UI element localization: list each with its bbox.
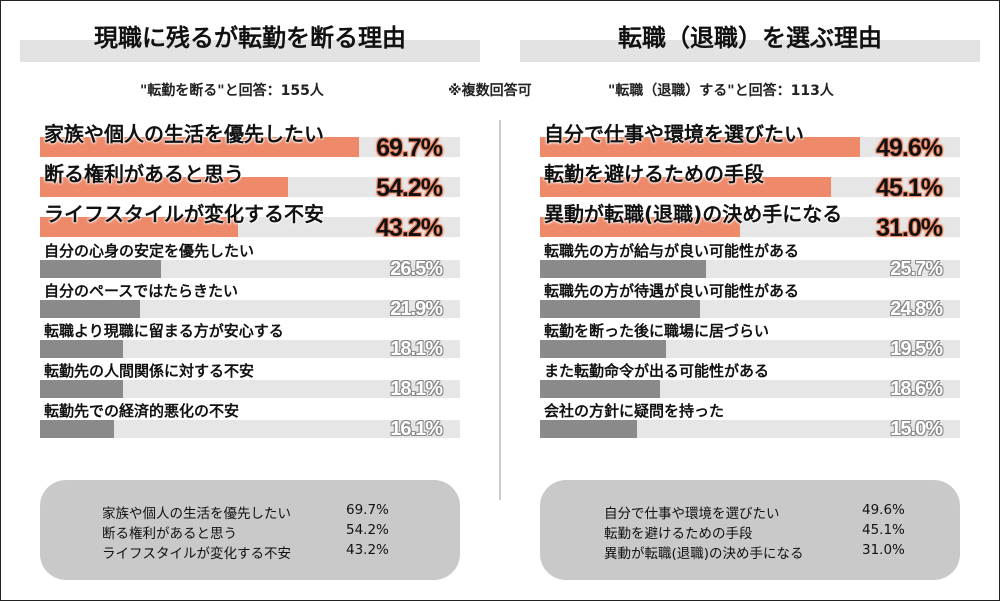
category-label: 転職先の方が待遇が良い可能性がある [544, 282, 800, 300]
bar-track [40, 300, 460, 318]
bar [40, 137, 360, 157]
bar [540, 260, 706, 278]
bar [540, 300, 700, 318]
category-label: 自分のペースではたらきたい [44, 282, 238, 300]
bar-track [40, 420, 460, 438]
right-subtitle: "転職（退職）する"と回答：113人 [608, 83, 834, 99]
bar [540, 380, 660, 398]
bar-row: 転勤先の人間関係に対する不安 18.1% [40, 360, 460, 400]
right-summary-box: 自分で仕事や環境を選びたい 49.6% 転勤を避けるための手段 45.1% 異動… [540, 480, 960, 580]
summary-value: 31.0% [862, 542, 905, 558]
value-label: 69.7% [376, 134, 443, 162]
summary-label: 自分で仕事や環境を選びたい [604, 506, 780, 522]
bar-row: 自分で仕事や環境を選びたい 49.6% [540, 118, 960, 162]
left-chart-title: 現職に残るが転勤を断る理由 [94, 24, 406, 52]
bar-track [40, 340, 460, 358]
bar-row: 自分のペースではたらきたい 21.9% [40, 280, 460, 320]
summary-label: 転勤を避けるための手段 [604, 526, 753, 542]
category-label: 自分の心身の安定を優先したい [44, 242, 255, 260]
category-label: 断る権利があると思う [44, 162, 244, 186]
summary-label: 断る権利があると思う [102, 526, 237, 542]
bar [40, 177, 289, 197]
multiple-answer-note: ※複数回答可 [448, 83, 532, 99]
bar [540, 340, 666, 358]
category-label: 家族や個人の生活を優先したい [44, 122, 324, 146]
category-label: 転勤を避けるための手段 [544, 162, 764, 186]
bar [40, 300, 141, 318]
bar-row: ライフスタイルが変化する不安 43.2% [40, 198, 460, 242]
value-label: 18.6% [890, 378, 943, 400]
bar-row: 断る権利があると思う 54.2% [40, 158, 460, 202]
category-label: 異動が転職(退職)の決め手になる [544, 202, 843, 226]
bar-row: 異動が転職(退職)の決め手になる 31.0% [540, 198, 960, 242]
summary-label: 異動が転職(退職)の決め手になる [604, 546, 804, 562]
category-label: 転職先の方が給与が良い可能性がある [544, 242, 800, 260]
bar [540, 420, 637, 438]
bar [540, 137, 860, 157]
value-label: 18.1% [390, 378, 443, 400]
summary-value: 69.7% [346, 502, 389, 518]
bar-row: 自分の心身の安定を優先したい 26.5% [40, 240, 460, 280]
value-label: 45.1% [876, 174, 943, 202]
value-label: 43.2% [376, 214, 443, 242]
bar-row: 転職先の方が給与が良い可能性がある 25.7% [540, 240, 960, 280]
category-label: 転勤先の人間関係に対する不安 [44, 362, 255, 380]
summary-value: 49.6% [862, 502, 905, 518]
bar [40, 420, 114, 438]
bar-row: 転勤を避けるための手段 45.1% [540, 158, 960, 202]
bar-row: 転勤を断った後に職場に居づらい 19.5% [540, 320, 960, 360]
summary-label: 家族や個人の生活を優先したい [102, 506, 291, 522]
value-label: 54.2% [376, 174, 443, 202]
value-label: 26.5% [390, 258, 443, 280]
left-summary-box: 家族や個人の生活を優先したい 69.7% 断る権利があると思う 54.2% ライ… [40, 480, 460, 580]
summary-label: ライフスタイルが変化する不安 [102, 546, 291, 562]
bar-row: 転勤先での経済的悪化の不安 16.1% [40, 400, 460, 440]
category-label: 転勤を断った後に職場に居づらい [544, 322, 770, 340]
bar-row: 会社の方針に疑問を持った 15.0% [540, 400, 960, 440]
summary-value: 45.1% [862, 522, 905, 538]
category-label: 自分で仕事や環境を選びたい [544, 122, 804, 146]
left-title-strip [20, 40, 480, 62]
bar [540, 217, 740, 237]
value-label: 24.8% [890, 298, 943, 320]
bar-row: また転勤命令が出る可能性がある 18.6% [540, 360, 960, 400]
bar-track [540, 420, 960, 438]
value-label: 31.0% [876, 214, 943, 242]
bar [40, 260, 162, 278]
value-label: 15.0% [890, 418, 943, 440]
value-label: 18.1% [390, 338, 443, 360]
bar-row: 転職先の方が待遇が良い可能性がある 24.8% [540, 280, 960, 320]
bar [540, 177, 831, 197]
bar [40, 340, 123, 358]
bar-row: 転職より現職に留まる方が安心する 18.1% [40, 320, 460, 360]
category-label: 転職より現職に留まる方が安心する [44, 322, 284, 340]
right-title-strip [520, 40, 980, 62]
summary-value: 54.2% [346, 522, 389, 538]
value-label: 16.1% [390, 418, 443, 440]
value-label: 25.7% [890, 258, 943, 280]
summary-value: 43.2% [346, 542, 389, 558]
value-label: 19.5% [890, 338, 943, 360]
bar-row: 家族や個人の生活を優先したい 69.7% [40, 118, 460, 162]
divider [499, 120, 501, 500]
right-chart-title: 転職（退職）を選ぶ理由 [618, 24, 882, 52]
bar-track [40, 380, 460, 398]
category-label: 会社の方針に疑問を持った [544, 402, 725, 420]
bar [40, 217, 238, 237]
bar [40, 380, 123, 398]
value-label: 21.9% [390, 298, 443, 320]
category-label: 転勤先での経済的悪化の不安 [44, 402, 240, 420]
category-label: ライフスタイルが変化する不安 [44, 202, 324, 226]
value-label: 49.6% [876, 134, 943, 162]
category-label: また転勤命令が出る可能性がある [544, 362, 770, 380]
left-subtitle: "転勤を断る"と回答：155人 [140, 83, 324, 99]
